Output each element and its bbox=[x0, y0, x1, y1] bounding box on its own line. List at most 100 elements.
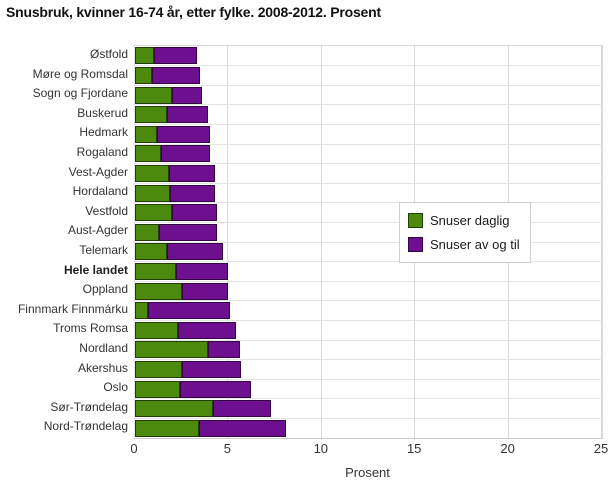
horizontal-gridline bbox=[135, 84, 602, 86]
horizontal-gridline bbox=[135, 300, 602, 302]
bar-row bbox=[135, 380, 602, 398]
bar-row bbox=[135, 243, 602, 261]
bar-segment-daily bbox=[135, 184, 171, 202]
horizontal-gridline bbox=[135, 182, 602, 184]
legend-item-daily[interactable]: Snuser daglig bbox=[408, 208, 520, 232]
bar-segment-daily bbox=[135, 419, 199, 437]
bar-segment-occasional bbox=[151, 66, 201, 84]
bar-segment-daily bbox=[135, 341, 208, 359]
bar-segment-daily bbox=[135, 204, 173, 222]
horizontal-gridline bbox=[135, 163, 602, 165]
bar-row bbox=[135, 223, 602, 241]
category-label: Akershus bbox=[77, 360, 128, 375]
bar-segment-occasional bbox=[166, 106, 208, 124]
bar-segment-daily bbox=[135, 321, 178, 339]
bar-segment-occasional bbox=[153, 47, 197, 65]
bar-row bbox=[135, 86, 602, 104]
category-label: Aust-Agder bbox=[67, 223, 128, 238]
bar-row bbox=[135, 145, 602, 163]
bar-segment-daily bbox=[135, 262, 177, 280]
horizontal-gridline bbox=[135, 123, 602, 125]
legend-label-daily: Snuser daglig bbox=[430, 212, 510, 228]
bar-row bbox=[135, 125, 602, 143]
bar-segment-daily bbox=[135, 164, 169, 182]
category-label: Sør-Trøndelag bbox=[50, 399, 128, 414]
category-label: Møre og Romsdal bbox=[32, 66, 128, 81]
x-tick-label: 5 bbox=[223, 441, 232, 456]
horizontal-gridline bbox=[135, 261, 602, 263]
x-tick-label: 10 bbox=[313, 441, 329, 456]
legend-swatch-daily-icon bbox=[408, 212, 423, 228]
bar-row bbox=[135, 262, 602, 280]
bar-segment-daily bbox=[135, 47, 154, 65]
x-tick-label: 0 bbox=[130, 441, 138, 456]
horizontal-gridline bbox=[135, 65, 602, 67]
bar-segment-occasional bbox=[176, 262, 229, 280]
bar-segment-occasional bbox=[177, 321, 236, 339]
legend-swatch-occasional-icon bbox=[408, 236, 423, 252]
bar-row bbox=[135, 164, 602, 182]
category-label: Vest-Agder bbox=[68, 164, 128, 179]
horizontal-gridline bbox=[135, 398, 602, 400]
bar-row bbox=[135, 341, 602, 359]
category-label: Nordland bbox=[79, 341, 128, 355]
category-label: Troms Romsa bbox=[53, 321, 128, 336]
horizontal-gridline bbox=[135, 280, 602, 282]
category-label: Hele landet bbox=[63, 262, 128, 277]
bar-segment-daily bbox=[135, 125, 158, 143]
category-label: Oppland bbox=[82, 282, 128, 297]
bar-segment-daily bbox=[135, 145, 162, 163]
bar-row bbox=[135, 282, 602, 300]
category-label: Finnmark Finnmárku bbox=[17, 301, 128, 316]
bar-segment-occasional bbox=[207, 341, 240, 359]
bar-segment-occasional bbox=[198, 419, 287, 437]
bar-segment-daily bbox=[135, 66, 152, 84]
bar-row bbox=[135, 321, 602, 339]
bar-segment-occasional bbox=[170, 184, 216, 202]
x-tick-label: 15 bbox=[406, 441, 422, 456]
bar-segment-occasional bbox=[166, 243, 223, 261]
category-label: Telemark bbox=[79, 243, 128, 257]
bar-segment-occasional bbox=[157, 125, 210, 143]
x-axis-title: Prosent bbox=[345, 465, 390, 480]
horizontal-gridline bbox=[135, 339, 602, 341]
bar-segment-occasional bbox=[168, 164, 216, 182]
bar-segment-occasional bbox=[172, 86, 203, 104]
category-label: Oslo bbox=[103, 380, 128, 395]
bar-segment-daily bbox=[135, 282, 182, 300]
bar-row bbox=[135, 47, 602, 65]
bar-segment-daily bbox=[135, 400, 214, 418]
bar-row bbox=[135, 400, 602, 418]
category-label: Buskerud bbox=[77, 105, 128, 120]
bar-segment-occasional bbox=[181, 282, 229, 300]
bar-row bbox=[135, 184, 602, 202]
category-label: Vestfold bbox=[85, 203, 128, 218]
plot-area bbox=[134, 45, 603, 439]
legend-item-occasional[interactable]: Snuser av og til bbox=[408, 232, 520, 256]
x-tick-label: 25 bbox=[593, 441, 609, 456]
bar-row bbox=[135, 106, 602, 124]
legend-label-occasional: Snuser av og til bbox=[430, 236, 520, 252]
bar-segment-occasional bbox=[148, 302, 231, 320]
bar-segment-daily bbox=[135, 223, 160, 241]
horizontal-gridline bbox=[135, 417, 602, 419]
bar-segment-daily bbox=[135, 86, 173, 104]
bar-row bbox=[135, 302, 602, 320]
bar-segment-occasional bbox=[161, 145, 210, 163]
bar-segment-occasional bbox=[159, 223, 218, 241]
bar-segment-occasional bbox=[213, 400, 272, 418]
horizontal-gridline bbox=[135, 221, 602, 223]
category-label: Nord-Trøndelag bbox=[43, 419, 128, 434]
legend: Snuser daglig Snuser av og til bbox=[399, 202, 531, 263]
bar-segment-daily bbox=[135, 243, 167, 261]
bar-segment-daily bbox=[135, 302, 149, 320]
bar-row bbox=[135, 204, 602, 222]
category-label: Østfold bbox=[89, 47, 128, 61]
bar-row bbox=[135, 419, 602, 437]
horizontal-gridline bbox=[135, 319, 602, 321]
category-label: Rogaland bbox=[76, 145, 128, 159]
category-label: Hordaland bbox=[72, 184, 128, 199]
category-label: Sogn og Fjordane bbox=[32, 86, 128, 101]
horizontal-gridline bbox=[135, 241, 602, 243]
